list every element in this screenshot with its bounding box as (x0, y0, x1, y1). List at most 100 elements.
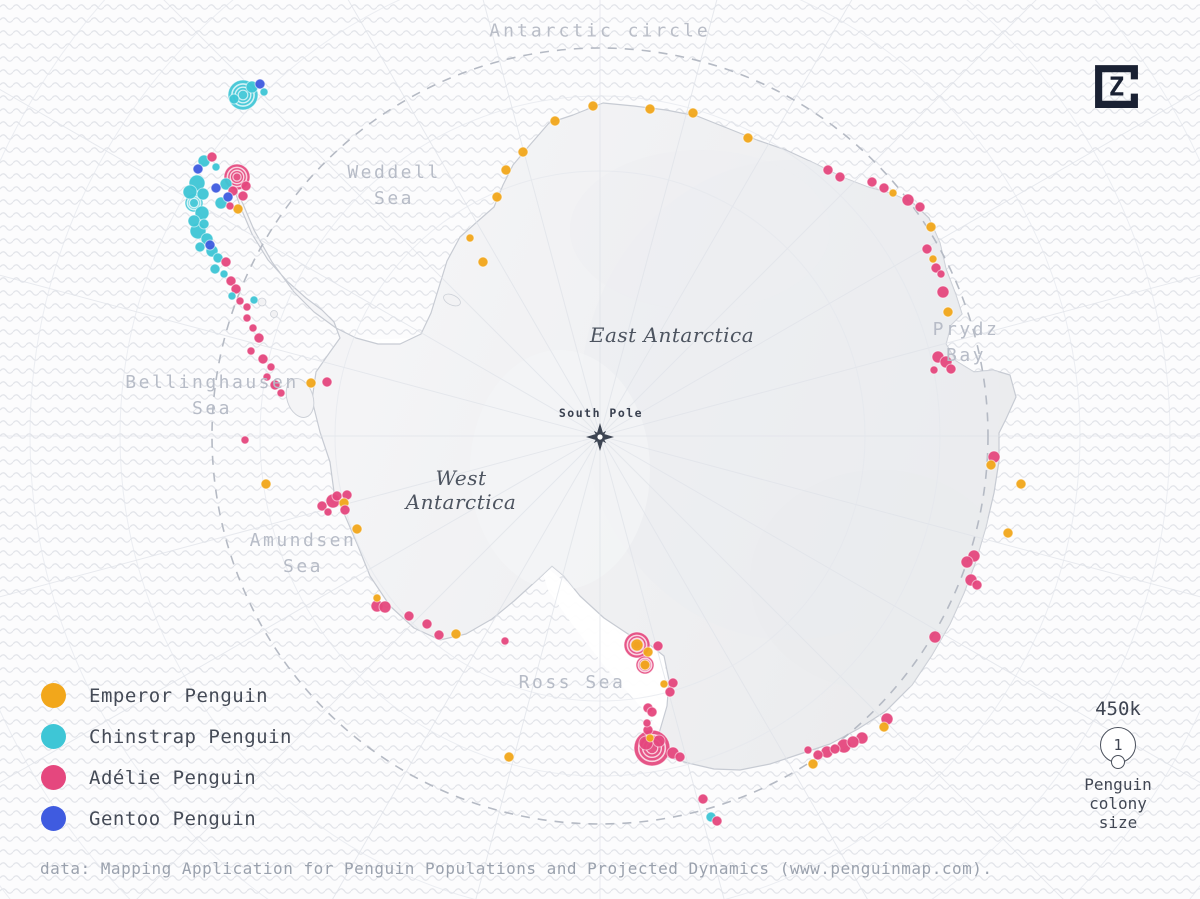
colony-dot-a (237, 190, 249, 202)
colony-dot-a (936, 285, 950, 299)
parallel-circle (259, 95, 941, 777)
size-legend-caption: Penguin colony size (1084, 775, 1152, 832)
colony-dot-a (901, 193, 915, 207)
legend-dot-icon (41, 683, 66, 708)
colony-dot-c (259, 87, 269, 97)
colony-dot-e (630, 638, 644, 652)
legend-dot-icon (41, 765, 66, 790)
data-source-footer: data: Mapping Application for Penguin Po… (40, 859, 993, 878)
colony-dot-a (235, 296, 245, 306)
colony-dot-a (321, 376, 333, 388)
colony-dot-a (316, 500, 328, 512)
colony-dot-e (645, 733, 655, 743)
colony-dot-c (227, 291, 237, 301)
colony-dot-e (888, 188, 898, 198)
colony-dot-e (517, 146, 529, 158)
antarctic-circle-line (211, 47, 989, 825)
legend-label: Emperor Penguin (89, 684, 269, 707)
colony-dot-c (209, 263, 221, 275)
colony-dot-e (687, 107, 699, 119)
colony-dot-e (644, 103, 656, 115)
z-logo: Z (1092, 62, 1141, 111)
parallel-circle (119, 0, 1081, 899)
colony-dot-g (254, 78, 266, 90)
colony-dot-e (372, 593, 382, 603)
meridian-line (0, 274, 595, 435)
species-legend: Emperor Penguin Chinstrap Penguin Adélie P… (41, 683, 292, 847)
meridian-line (604, 438, 1200, 783)
colony-dot-a (971, 579, 983, 591)
colony-dots (182, 78, 1027, 827)
meridian-line (602, 0, 853, 432)
colony-dot-a (242, 302, 252, 312)
colony-dot-a (674, 751, 686, 763)
colony-dot-e (925, 221, 937, 233)
meridian-line (0, 438, 596, 783)
colony-dot-a (664, 686, 676, 698)
colony-dot-a (378, 600, 392, 614)
meridian-line (347, 0, 598, 432)
colony-dot-e (260, 478, 272, 490)
colony-dot-e (985, 459, 997, 471)
colony-dot-a (652, 640, 664, 652)
meridian-line (0, 437, 595, 598)
colony-dot-e (807, 758, 819, 770)
continent (231, 102, 1017, 771)
meridian-line (482, 0, 599, 431)
meridian-line (604, 89, 1200, 434)
colony-dot-c (249, 295, 259, 305)
colony-dot-a (960, 555, 974, 569)
size-legend-circle: 1 (1100, 727, 1136, 769)
compass-star-icon (586, 423, 614, 451)
legend-dot-icon (41, 724, 66, 749)
meridian-line (603, 0, 1037, 433)
colony-dot-a (914, 201, 926, 213)
colony-dot-a (220, 256, 232, 268)
colony-dot-a (929, 365, 939, 375)
colony-dot-e (928, 254, 938, 264)
colony-dot-a (246, 346, 256, 356)
colony-dot-g (222, 191, 234, 203)
colony-dot-g (210, 182, 222, 194)
legend-label: Chinstrap Penguin (89, 725, 292, 748)
colony-dot-a (667, 677, 679, 689)
island (257, 297, 267, 307)
colony-dot-e (642, 646, 654, 658)
colony-dot-e (503, 751, 515, 763)
colony-dot-a (240, 180, 252, 192)
colony-dot-e (232, 203, 244, 215)
colony-dot-a (834, 171, 846, 183)
colony-dot-c (228, 93, 240, 105)
colony-dot-a (242, 313, 252, 323)
colony-dot-a (266, 362, 276, 372)
legend-item-gentoo: Gentoo Penguin (41, 806, 292, 831)
parallel-circle (334, 170, 866, 702)
colony-dot-c (219, 269, 229, 279)
meridian-line (602, 440, 868, 899)
meridian-line (605, 274, 1200, 435)
colony-dot-a (206, 151, 218, 163)
legend-label: Gentoo Penguin (89, 807, 257, 830)
z-logo-letter: Z (1109, 73, 1124, 103)
colony-dot-e (500, 164, 512, 176)
colony-dot-a (403, 610, 415, 622)
colony-dot-e (450, 628, 462, 640)
meridian-line (136, 439, 597, 899)
colony-dot-c (196, 187, 210, 201)
colony-dot-a (846, 735, 860, 749)
colony-dot-a (240, 435, 250, 445)
colony-dot-a (936, 269, 946, 279)
legend-dot-icon (41, 806, 66, 831)
colony-dot-e (351, 523, 363, 535)
colony-dot-a (812, 749, 824, 761)
colony-dot-e (549, 115, 561, 127)
colony-dot-g (204, 239, 216, 251)
island (443, 293, 461, 307)
colony-dot-a (697, 793, 709, 805)
island (270, 310, 278, 318)
meridian-line (332, 440, 598, 899)
parallel-circle (29, 0, 1171, 899)
meridian-line (601, 0, 718, 431)
meridian-line (163, 0, 597, 433)
